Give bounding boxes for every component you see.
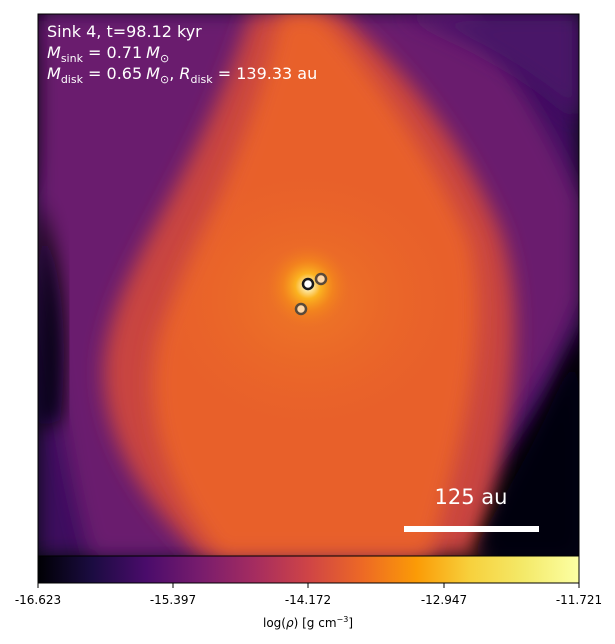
annotation-line-2: Msink = 0.71 M⊙ xyxy=(47,43,169,65)
sink-markers xyxy=(294,272,328,316)
colorbar: -16.623 -15.397 -14.172 -12.947 -11.721 … xyxy=(15,555,602,630)
colorbar-tick-label: -11.721 xyxy=(556,593,602,607)
scale-bar: 125 au xyxy=(404,485,539,532)
sink-companion-2 xyxy=(294,302,308,316)
annotation-block: Sink 4, t=98.12 kyr Msink = 0.71 M⊙ Mdisk… xyxy=(47,22,317,86)
colorbar-tick-label: -16.623 xyxy=(15,593,61,607)
sink-companion-1 xyxy=(314,272,328,286)
colorbar-tick-labels: -16.623 -15.397 -14.172 -12.947 -11.721 xyxy=(15,593,602,607)
colorbar-ticks xyxy=(37,583,580,588)
annotation-line-1: Sink 4, t=98.12 kyr xyxy=(47,22,202,41)
scale-bar-label: 125 au xyxy=(435,485,508,509)
colorbar-tick-label: -15.397 xyxy=(150,593,196,607)
colorbar-gradient xyxy=(37,555,580,584)
colorbar-label: log(ρ) [g cm−3] xyxy=(263,615,353,630)
colorbar-tick-label: -14.172 xyxy=(285,593,331,607)
scale-bar-line xyxy=(404,526,539,532)
colorbar-tick-label: -12.947 xyxy=(421,593,467,607)
annotation-line-3: Mdisk = 0.65 M⊙, Rdisk = 139.33 au xyxy=(47,64,317,86)
sink-primary xyxy=(301,277,315,291)
